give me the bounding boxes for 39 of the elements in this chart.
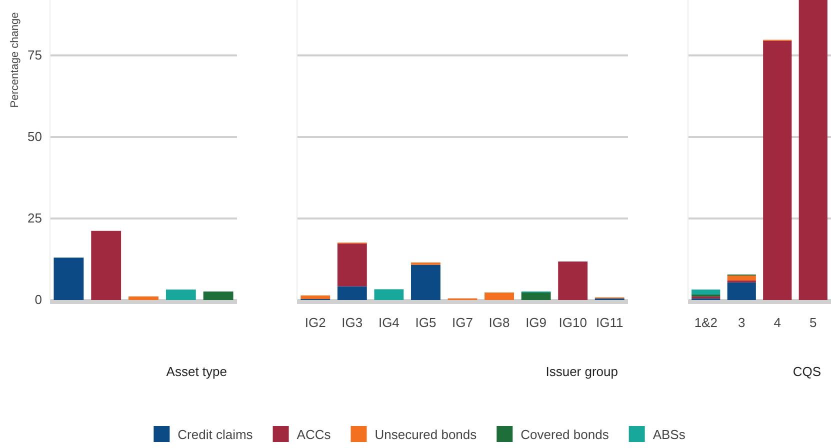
legend-label: ABSs [652,427,686,442]
x-tick-label: 1&2 [694,315,718,330]
x-tick-label: IG7 [452,315,473,330]
x-tick-label: IG5 [415,315,436,330]
x-tick-label: IG10 [558,315,587,330]
x-tick-label: 3 [738,315,746,330]
y-tick-label: 0 [34,292,42,308]
x-axis-title: Issuer group [546,364,618,379]
bar [300,295,330,300]
x-axis-title: CQS [792,364,822,379]
bar [484,292,514,300]
bar [798,0,828,300]
bar [727,276,756,280]
legend-label: ACCs [296,427,332,442]
bar [763,40,792,300]
x-tick-label: IG4 [378,315,400,330]
bar [727,282,756,300]
y-tick-label: 25 [28,210,42,226]
bar [374,289,404,300]
legend-label: Covered bonds [520,427,610,442]
bar [337,244,367,286]
x-tick-label: IG8 [488,315,510,330]
x-tick-label: 5 [810,315,817,330]
y-axis-title: Percentage change [9,12,21,108]
x-tick-label: 4 [774,315,781,330]
bar [411,264,440,300]
legend-label: Credit claims [178,427,254,442]
bar [337,286,367,300]
x-tick-label: IG3 [342,315,363,330]
bar [692,290,720,294]
x-axis-title: Asset type [166,364,227,379]
x-tick-label: IG2 [304,315,326,330]
y-tick-label: 75 [28,48,42,63]
bar [521,292,551,300]
x-tick-label: IG9 [526,315,547,330]
legend-label: Unsecured bonds [374,427,478,442]
x-tick-label: IG11 [596,315,624,330]
y-tick-label: 50 [28,129,42,144]
bar [558,262,588,300]
